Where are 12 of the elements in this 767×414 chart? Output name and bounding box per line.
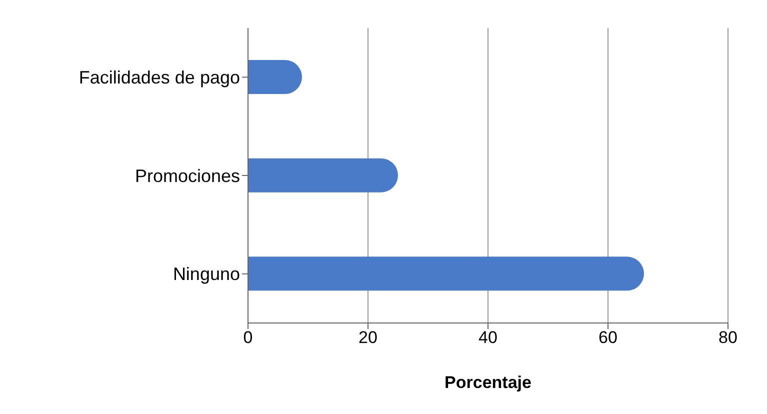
y-tick-label: Promociones — [134, 166, 240, 186]
x-tick-label: 0 — [243, 328, 253, 348]
x-tick-label: 80 — [718, 328, 738, 348]
x-tick-label: 40 — [478, 328, 498, 348]
x-axis-title: Porcentaje — [444, 373, 532, 392]
y-tick-label: Facilidades de pago — [78, 68, 240, 88]
bar — [248, 158, 398, 192]
bar — [248, 256, 644, 291]
bar — [248, 60, 302, 94]
x-tick-label: 60 — [598, 328, 618, 348]
x-tick-label: 20 — [358, 328, 378, 348]
y-tick-label: Ninguno — [172, 264, 240, 284]
